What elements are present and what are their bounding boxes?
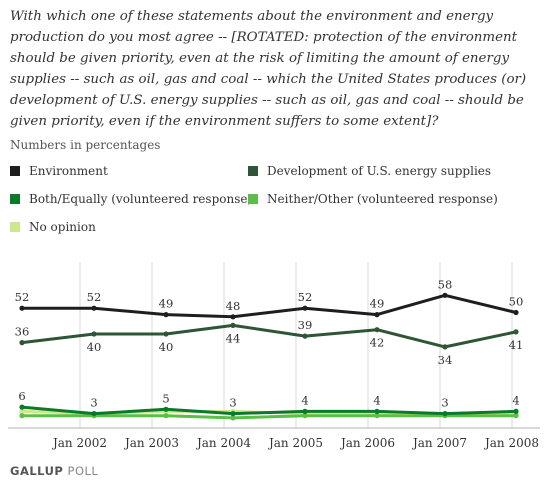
data-point xyxy=(302,333,308,339)
data-point xyxy=(302,413,308,419)
data-point xyxy=(19,340,25,346)
data-label: 34 xyxy=(438,353,453,367)
legend-swatch xyxy=(10,166,20,176)
series-line xyxy=(21,405,517,416)
data-point xyxy=(230,314,236,320)
legend-label: No opinion xyxy=(29,220,96,234)
legend-item-both-equally: Both/Equally (volunteered response) xyxy=(10,192,252,206)
data-point xyxy=(163,312,169,318)
data-label: 41 xyxy=(509,338,524,352)
data-point xyxy=(230,415,236,421)
data-label: 58 xyxy=(438,277,453,291)
legend-swatch xyxy=(10,222,20,232)
legend-label: Environment xyxy=(29,164,108,178)
data-label: 4 xyxy=(373,393,380,407)
data-point xyxy=(19,408,25,414)
data-label: 40 xyxy=(87,340,102,354)
series-line xyxy=(22,293,517,319)
data-label: 42 xyxy=(370,336,385,350)
data-label: 48 xyxy=(226,299,241,313)
legend-swatch xyxy=(248,194,258,204)
data-label: 52 xyxy=(87,290,102,304)
data-point xyxy=(91,331,97,337)
data-point xyxy=(163,406,169,412)
data-label: 52 xyxy=(298,290,313,304)
chart-subtitle: Numbers in percentages xyxy=(10,138,161,152)
data-point xyxy=(442,344,448,350)
series-line xyxy=(21,323,517,349)
data-point xyxy=(374,312,380,318)
data-point xyxy=(513,413,519,419)
data-label: 4 xyxy=(301,393,308,407)
data-point xyxy=(374,413,380,419)
data-label: 52 xyxy=(15,290,30,304)
data-point xyxy=(91,411,97,417)
data-point xyxy=(442,292,448,298)
data-label: 3 xyxy=(90,396,97,410)
gallup-poll-logo: GALLUP POLL xyxy=(10,464,98,478)
x-tick-label: Jan 2004 xyxy=(195,436,251,450)
data-label: 44 xyxy=(226,331,241,345)
x-tick-label: Jan 2008 xyxy=(483,436,539,450)
data-label: 36 xyxy=(15,325,30,339)
data-point xyxy=(513,408,519,414)
logo-brand: GALLUP xyxy=(10,464,64,478)
survey-question: With which one of these statements about… xyxy=(10,9,527,129)
data-label: 3 xyxy=(229,396,236,410)
legend-item-neither-other: Neither/Other (volunteered response) xyxy=(248,192,498,206)
data-point xyxy=(374,408,380,414)
data-point xyxy=(19,404,25,410)
data-label: 39 xyxy=(298,318,313,332)
legend-item-environment: Environment xyxy=(10,164,108,178)
data-point xyxy=(163,331,169,337)
legend-label: Both/Equally (volunteered response) xyxy=(29,192,253,206)
data-point xyxy=(91,305,97,311)
x-tick-label: Jan 2002 xyxy=(51,436,107,450)
data-label: 4 xyxy=(512,393,519,407)
legend-swatch xyxy=(10,194,20,204)
x-tick-label: Jan 2006 xyxy=(339,436,395,450)
data-point xyxy=(513,329,519,335)
data-label: 3 xyxy=(441,396,448,410)
data-label: 40 xyxy=(159,340,174,354)
legend-label: Neither/Other (volunteered response) xyxy=(267,192,498,206)
data-point xyxy=(230,322,236,328)
data-label: 50 xyxy=(509,295,524,309)
chart-legend: Environment Development of U.S. energy s… xyxy=(10,164,550,244)
series-line xyxy=(22,414,516,420)
data-point xyxy=(230,411,236,417)
data-label: 6 xyxy=(18,389,25,403)
data-label: 49 xyxy=(370,297,385,311)
data-label: 49 xyxy=(159,297,174,311)
logo-suffix: POLL xyxy=(67,464,99,478)
legend-item-no-opinion: No opinion xyxy=(10,220,96,234)
x-tick-label: Jan 2005 xyxy=(267,436,323,450)
data-point xyxy=(19,305,25,311)
x-tick-label: Jan 2003 xyxy=(123,436,179,450)
data-point xyxy=(19,413,25,419)
x-tick-label: Jan 2007 xyxy=(411,436,467,450)
data-label: 5 xyxy=(162,391,169,405)
data-point xyxy=(163,413,169,419)
legend-label: Development of U.S. energy supplies xyxy=(267,164,492,178)
data-point xyxy=(442,411,448,417)
legend-item-development: Development of U.S. energy supplies xyxy=(248,164,491,178)
data-point xyxy=(302,305,308,311)
data-point xyxy=(513,309,519,316)
data-point xyxy=(374,327,380,333)
data-point xyxy=(302,408,308,414)
legend-swatch xyxy=(248,166,258,176)
